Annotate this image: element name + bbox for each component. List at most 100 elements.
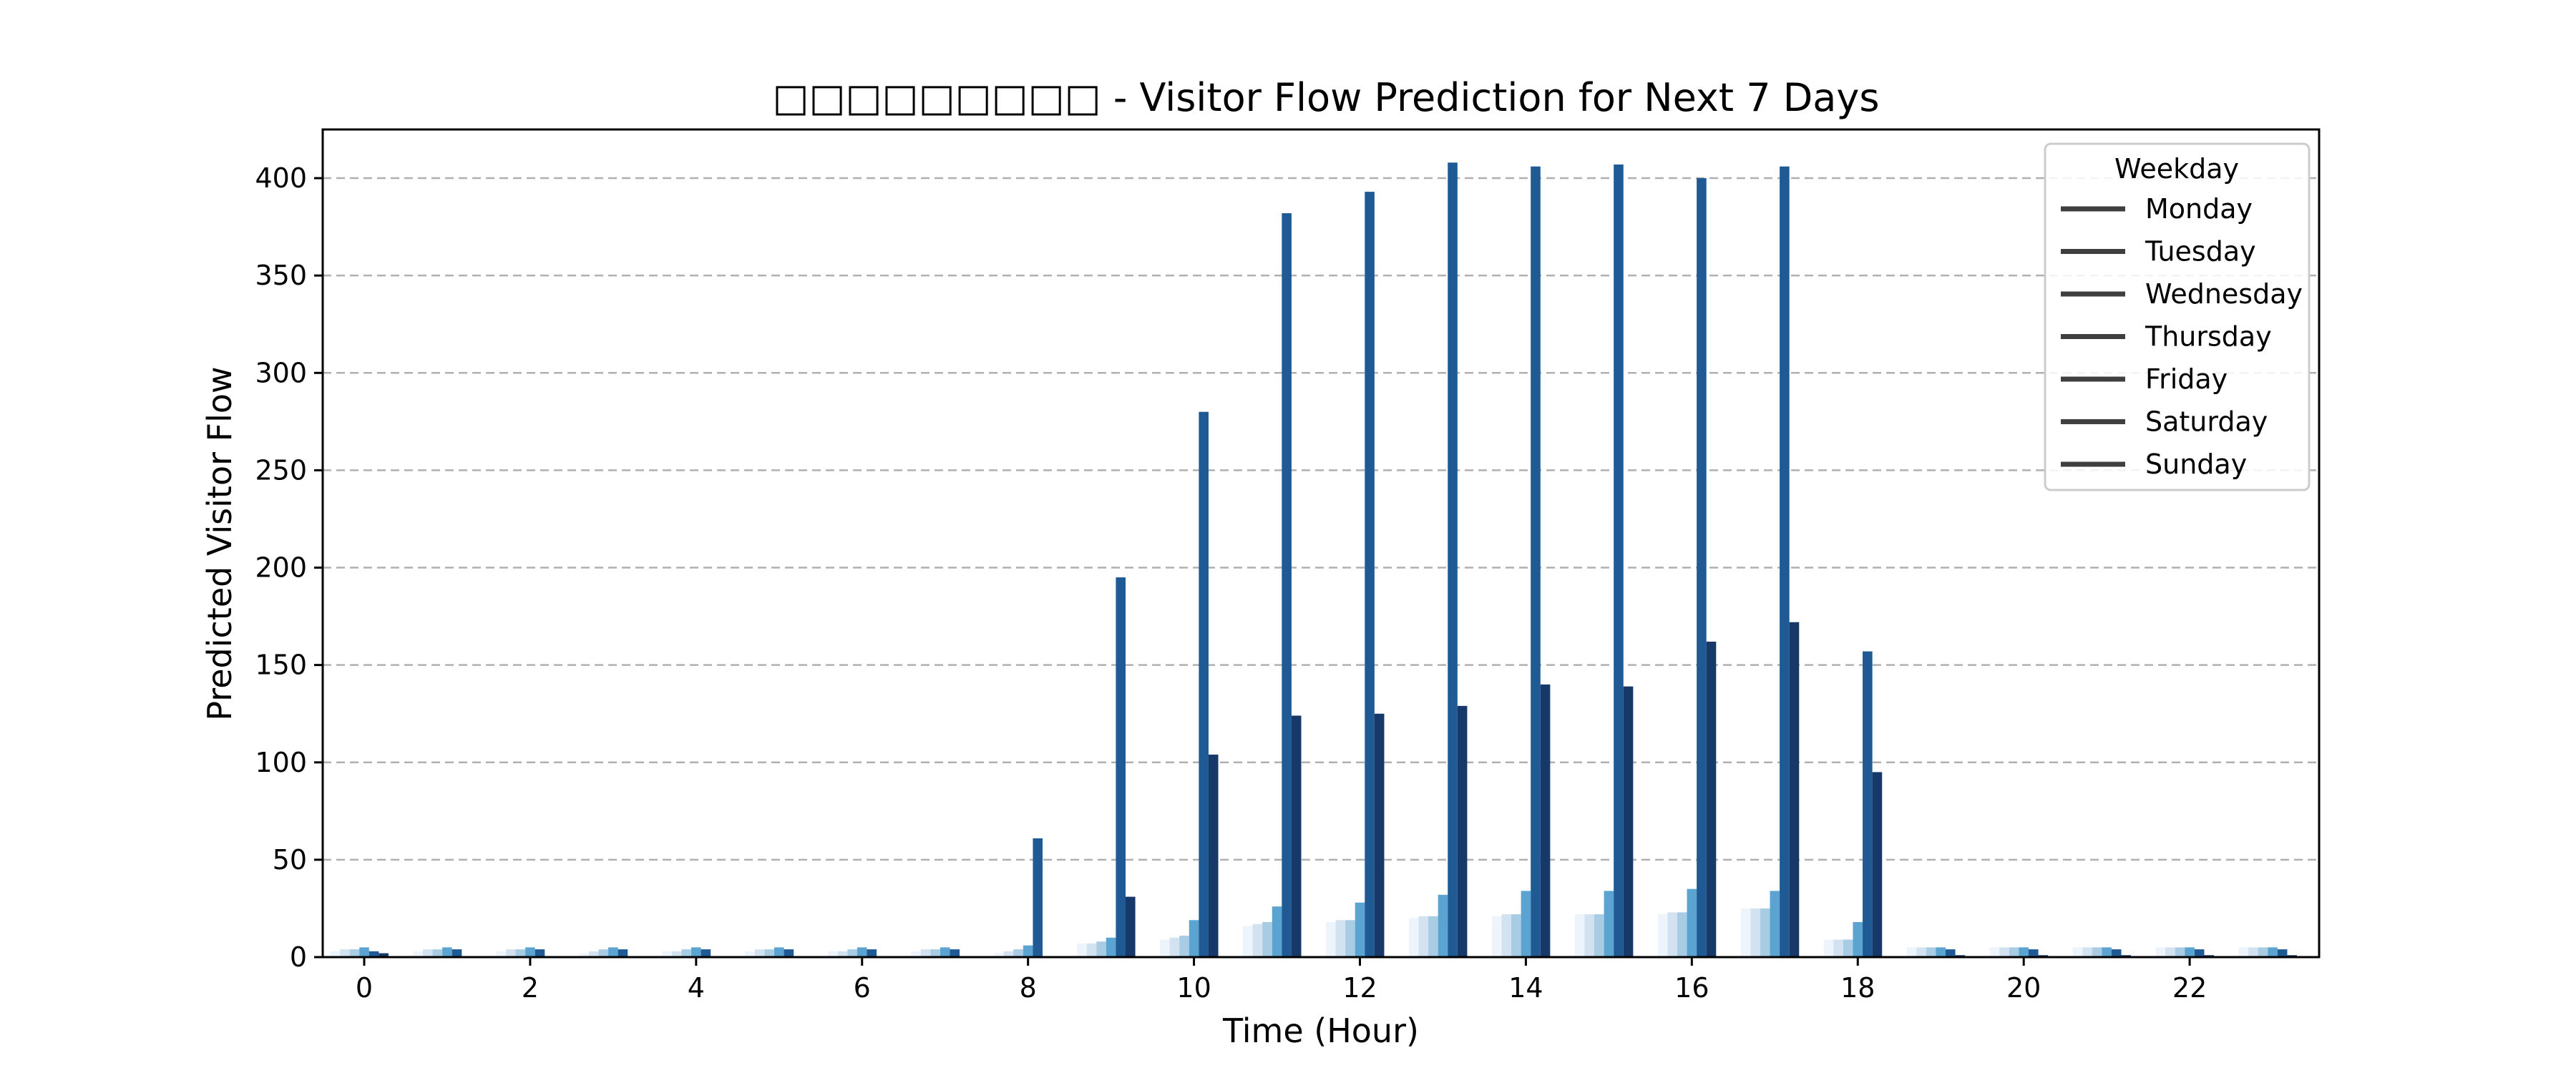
bar [745, 951, 755, 957]
bar [413, 951, 423, 957]
bar [515, 949, 526, 957]
bar [1291, 715, 1302, 957]
bar [1843, 939, 1853, 957]
bar [1160, 939, 1170, 957]
bar [1335, 920, 1346, 957]
series-saturday [379, 622, 2298, 957]
series-thursday [359, 888, 2278, 957]
legend-label: Thursday [2145, 321, 2272, 353]
bar [340, 949, 350, 957]
bar [1926, 947, 1936, 957]
bar [950, 949, 960, 957]
legend-label: Monday [2145, 193, 2253, 225]
bar [2248, 947, 2258, 957]
series-friday [369, 162, 2288, 958]
bar [671, 951, 682, 957]
bar [920, 949, 931, 957]
legend-title: Weekday [2114, 153, 2239, 185]
bar [2028, 949, 2039, 957]
bar [1833, 939, 1843, 957]
bar [452, 949, 462, 957]
x-tick-label: 6 [854, 972, 871, 1004]
bar [1242, 926, 1253, 957]
bar [1355, 902, 1365, 957]
bar [2092, 947, 2102, 957]
bar [764, 949, 774, 957]
x-tick-label: 2 [522, 972, 539, 1004]
bar [2185, 947, 2195, 957]
bar [1199, 411, 1209, 957]
y-tick-label: 250 [255, 454, 307, 486]
bar [2082, 947, 2092, 957]
bar [1272, 906, 1282, 957]
series-tuesday [340, 908, 2258, 957]
bar [442, 947, 452, 957]
bar [1262, 921, 1272, 957]
bar [2238, 947, 2249, 957]
bar [422, 949, 433, 957]
bar [691, 947, 701, 957]
legend-items: Monday Tuesday Wednesday Thursday Friday Satu… [2061, 193, 2303, 480]
bar [837, 951, 848, 957]
bar [1252, 923, 1263, 957]
bar [1853, 921, 1863, 957]
legend-label: Friday [2145, 363, 2228, 395]
bars [330, 162, 2298, 958]
bar [608, 947, 618, 957]
bar [911, 951, 921, 957]
y-tick-label: 50 [273, 844, 307, 876]
bar [1013, 949, 1023, 957]
bar [1189, 920, 1199, 957]
bar [1511, 914, 1521, 957]
y-axis-ticks: 0 50 100 150 200 250 300 350 400 [255, 162, 323, 973]
bar [1491, 916, 1502, 957]
bar [1116, 577, 1126, 957]
bar [1208, 754, 1219, 957]
bar [2019, 947, 2029, 957]
bar [1760, 908, 1770, 957]
bar [2009, 947, 2019, 957]
bar [1657, 914, 1668, 957]
bar [857, 947, 867, 957]
bar [940, 947, 950, 957]
bar [1574, 914, 1585, 957]
bar [1325, 921, 1336, 957]
bar [1023, 945, 1033, 957]
bar [1999, 947, 2009, 957]
bar [330, 951, 341, 957]
bar [1789, 622, 1800, 957]
bar [1750, 908, 1760, 957]
bar [1106, 937, 1116, 957]
bar [828, 951, 838, 957]
y-tick-label: 100 [255, 747, 307, 778]
bar [525, 947, 535, 957]
x-tick-label: 10 [1176, 972, 1211, 1004]
bar [1540, 684, 1551, 957]
bar [847, 949, 857, 957]
bar [1780, 166, 1790, 957]
bar [1687, 888, 1697, 957]
series-monday [330, 908, 2249, 957]
bar [1169, 937, 1180, 957]
bar [774, 947, 784, 957]
bar [1448, 162, 1458, 957]
bar [662, 951, 672, 957]
x-axis-label: Time (Hour) [1222, 1011, 1419, 1050]
bar [2258, 947, 2268, 957]
bar [2277, 949, 2288, 957]
bar [1096, 941, 1106, 957]
bar [1501, 914, 1512, 957]
bar [2102, 947, 2112, 957]
bar [598, 949, 609, 957]
bar [1521, 891, 1531, 957]
bar [1989, 947, 2000, 957]
bar [1604, 891, 1614, 957]
bar [2194, 949, 2205, 957]
bar [505, 949, 516, 957]
x-tick-label: 0 [356, 972, 373, 1004]
x-tick-label: 8 [1020, 972, 1037, 1004]
bar [1936, 947, 1946, 957]
bar [1863, 651, 1873, 957]
x-axis-ticks: 0 2 4 6 8 10 12 14 16 18 20 22 [356, 957, 2207, 1004]
